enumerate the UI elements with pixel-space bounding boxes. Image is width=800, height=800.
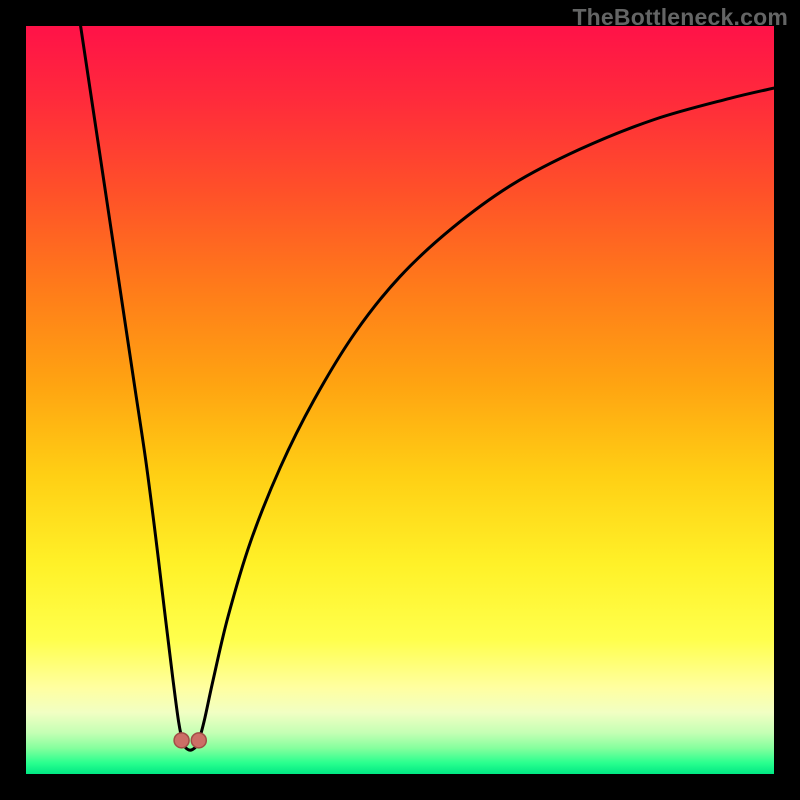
marker-point-0 [174,733,189,748]
marker-point-1 [191,733,206,748]
chart-svg [26,26,774,774]
chart-plot-area [26,26,774,774]
chart-frame [26,26,774,774]
watermark-text: TheBottleneck.com [572,4,788,31]
